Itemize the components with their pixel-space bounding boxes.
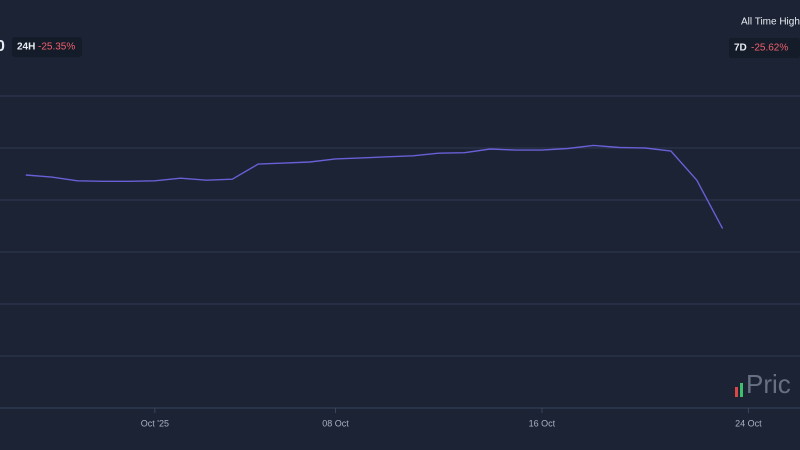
price: 0 [0, 38, 5, 55]
badge-label: 24H [17, 42, 35, 53]
badge-7d [729, 38, 800, 58]
badge-24h [12, 37, 82, 57]
x-tick-label: 24 Oct [735, 418, 762, 428]
logo: Pric [735, 369, 791, 399]
badge-value: -25.35% [38, 42, 75, 53]
logo-bar [735, 387, 738, 397]
badge-label: 7D [734, 43, 747, 54]
x-tick-label: 08 Oct [322, 418, 349, 428]
logo-text: Pric [746, 369, 791, 399]
price-line [25, 144, 724, 229]
ath-label: All Time High [741, 17, 800, 28]
x-tick-label: Oct '25 [141, 418, 169, 428]
badge-value: -25.62% [751, 43, 788, 54]
x-tick-label: 16 Oct [529, 418, 556, 428]
logo-bar [740, 383, 743, 397]
